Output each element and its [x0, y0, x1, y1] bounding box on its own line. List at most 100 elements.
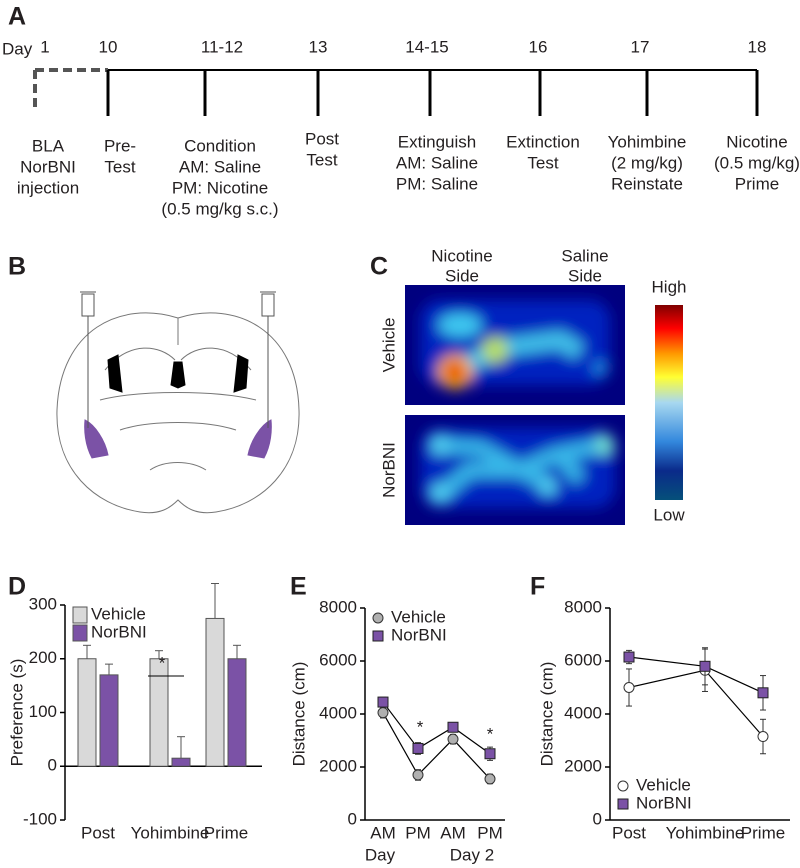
- y-tick-label: 0: [348, 809, 357, 828]
- legend-marker: [617, 780, 629, 792]
- bar: [149, 658, 169, 767]
- event-label: (0.5 mg/kg): [714, 153, 800, 172]
- event-label: (2 mg/kg): [611, 153, 683, 172]
- scale-high: High: [652, 277, 687, 296]
- day-number: 18: [748, 37, 767, 56]
- event-label: NorBNI: [20, 157, 76, 176]
- x-tick-label: Yohimbine: [666, 823, 745, 842]
- marker: [757, 731, 769, 743]
- bar: [99, 674, 119, 767]
- series-line: [628, 669, 764, 737]
- marker: [447, 733, 459, 745]
- day-number: 10: [99, 37, 118, 56]
- day-number: 1: [40, 37, 49, 56]
- bar: [205, 617, 225, 767]
- event-label: Nicotine: [726, 132, 787, 151]
- x-tick-label: Yohimbine: [131, 823, 210, 842]
- x-tick-label: PM: [405, 823, 431, 842]
- panel-label: C: [370, 253, 388, 281]
- x-tick-label: Prime: [741, 823, 785, 842]
- legend-marker: [372, 630, 384, 642]
- event-label: Post: [305, 129, 339, 148]
- event-label: Extinguish: [398, 132, 476, 151]
- legend-label: Vehicle: [636, 775, 691, 794]
- legend-marker: [617, 798, 629, 810]
- heatmap-norbni: [405, 415, 625, 525]
- panel-label: D: [8, 573, 26, 601]
- x-tick-label: Post: [81, 823, 115, 842]
- event-label: AM: Saline: [179, 157, 261, 176]
- column-label: Side: [568, 266, 602, 285]
- marker: [699, 660, 711, 672]
- y-tick-label: 4000: [564, 703, 602, 722]
- day-label: Day: [2, 39, 33, 58]
- day-number: 14-15: [405, 37, 448, 56]
- y-tick-label: 2000: [319, 756, 357, 775]
- y-tick-label: 4000: [319, 703, 357, 722]
- event-label: Test: [104, 157, 135, 176]
- legend-swatch: [72, 606, 88, 624]
- annotation: *: [159, 653, 166, 672]
- bar: [227, 658, 247, 767]
- event-label: BLA: [32, 136, 65, 155]
- legend-label: Vehicle: [391, 607, 446, 626]
- heatmap-vehicle: [405, 285, 625, 405]
- event-label: Extinction: [506, 132, 580, 151]
- day-number: 11-12: [201, 37, 243, 56]
- marker: [484, 748, 496, 760]
- y-tick-label: 8000: [319, 597, 357, 616]
- annotation: *: [417, 717, 424, 736]
- panel-label: E: [290, 573, 307, 601]
- legend-swatch: [72, 624, 88, 642]
- y-tick-label: 200: [29, 648, 57, 667]
- y-tick-label: 2000: [564, 756, 602, 775]
- marker: [377, 707, 389, 719]
- event-label: AM: Saline: [396, 153, 478, 172]
- scale-low: Low: [653, 505, 685, 524]
- event-label: Test: [527, 153, 558, 172]
- event-label: (0.5 mg/kg s.c.): [161, 199, 278, 218]
- event-label: Reinstate: [611, 174, 683, 193]
- x-group-label: Day: [365, 845, 396, 864]
- y-tick-label: 6000: [319, 650, 357, 669]
- column-label: Side: [445, 266, 479, 285]
- legend-marker: [372, 612, 384, 624]
- event-label: Pre-: [104, 136, 136, 155]
- series-line: [382, 712, 491, 780]
- bar: [171, 757, 191, 767]
- row-label: NorBNI: [379, 442, 398, 498]
- event-label: Test: [306, 150, 337, 169]
- color-scale: [655, 305, 683, 500]
- y-axis-label: Preference (s): [7, 659, 26, 767]
- event-label: Prime: [735, 174, 779, 193]
- marker: [623, 682, 635, 693]
- y-tick-label: 0: [48, 756, 57, 775]
- brain-diagram: [56, 291, 300, 514]
- legend-label: NorBNI: [91, 622, 147, 641]
- x-tick-label: Prime: [204, 823, 248, 842]
- marker: [484, 773, 496, 785]
- x-group-label: Day 2: [450, 845, 494, 864]
- row-label: Vehicle: [379, 318, 398, 373]
- event-label: Yohimbine: [608, 132, 687, 151]
- event-label: PM: Nicotine: [172, 178, 268, 197]
- series-line: [382, 701, 491, 755]
- legend-label: NorBNI: [636, 793, 692, 812]
- day-number: 16: [529, 37, 548, 56]
- y-tick-label: 6000: [564, 650, 602, 669]
- marker: [623, 651, 635, 663]
- series-line: [628, 656, 764, 694]
- panel-label: A: [8, 3, 26, 31]
- x-tick-label: PM: [477, 823, 503, 842]
- bar: [77, 658, 97, 767]
- panel-label: B: [8, 253, 26, 281]
- marker: [412, 742, 424, 754]
- y-tick-label: 8000: [564, 597, 602, 616]
- day-number: 17: [631, 37, 650, 56]
- y-tick-label: 0: [593, 809, 602, 828]
- marker: [757, 687, 769, 699]
- legend-label: Vehicle: [91, 604, 146, 623]
- x-tick-label: AM: [370, 823, 396, 842]
